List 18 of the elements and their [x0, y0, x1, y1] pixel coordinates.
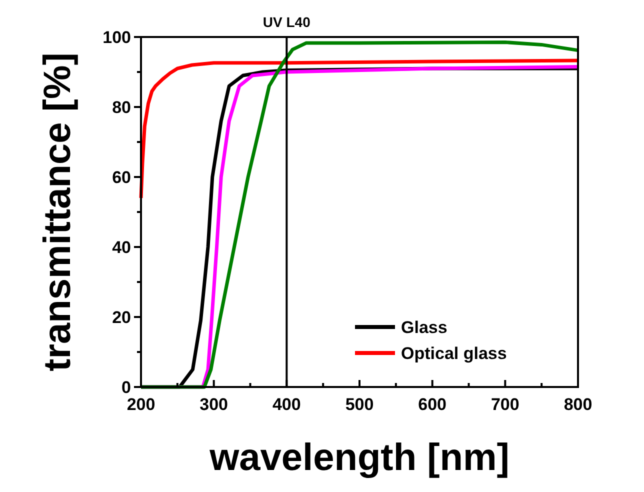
x-tick-label: 600: [418, 395, 447, 414]
x-tick-label: 300: [200, 395, 228, 414]
x-tick-label: 700: [490, 395, 520, 414]
x-axis-title: wavelength [nm]: [208, 437, 510, 479]
legend-label: Glass: [401, 318, 448, 337]
x-tick-label: 800: [564, 395, 592, 414]
y-tick-label: 60: [112, 168, 131, 187]
x-tick-label: 200: [126, 395, 156, 414]
y-tick-label: 100: [102, 28, 131, 47]
y-tick-label: 80: [112, 98, 131, 117]
y-tick-label: 20: [112, 308, 131, 327]
y-axis-title: transmittance [%]: [37, 52, 79, 372]
x-tick-label: 500: [345, 395, 374, 414]
ref-line-label: UV L40: [262, 14, 311, 30]
y-tick-label: 40: [112, 238, 131, 257]
x-tick-label: 400: [272, 395, 301, 414]
y-tick-label: 0: [122, 378, 131, 397]
legend-label: Optical glass: [401, 344, 507, 363]
